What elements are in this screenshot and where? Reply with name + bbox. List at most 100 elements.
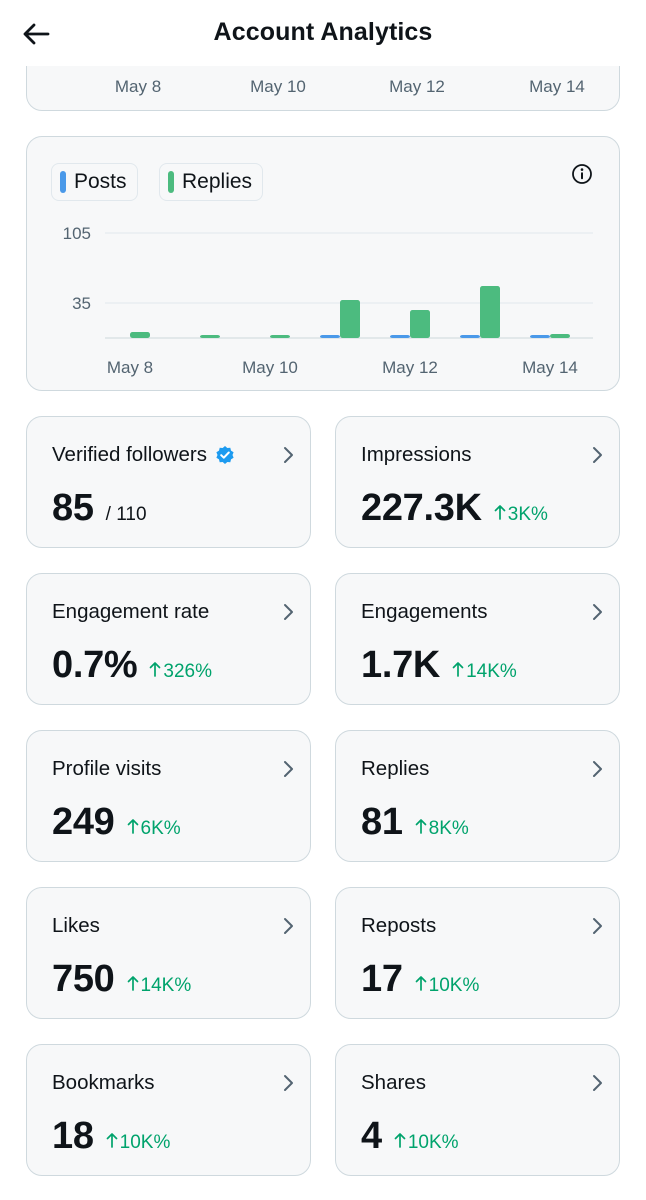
metric-value: 81 (361, 801, 403, 843)
metric-change-value: 10K% (119, 1132, 171, 1153)
metric-label: Replies (361, 757, 430, 780)
legend-label: Posts (74, 170, 127, 193)
metric-value-row: 750 14K% (52, 958, 191, 1001)
metric-value: 17 (361, 958, 403, 1000)
metric-value: 249 (52, 801, 115, 843)
metric-change: 8K% (415, 818, 469, 840)
arrow-up-icon (150, 662, 161, 677)
metric-card-verified-followers[interactable]: Verified followers 85 / 110 (26, 416, 311, 548)
bar-replies (480, 286, 500, 338)
arrow-left-icon (23, 23, 50, 45)
metric-card-profile-visits[interactable]: Profile visits 249 6K% (26, 730, 311, 862)
bar-posts (460, 335, 480, 338)
bar-replies (340, 300, 360, 338)
metric-value: 0.7% (52, 644, 138, 686)
chevron-right-icon (284, 761, 293, 777)
metric-change: 326% (149, 661, 212, 683)
x-tick-label: May 10 (242, 358, 298, 377)
metric-change: 10K% (106, 1132, 171, 1154)
verified-badge-icon (216, 446, 234, 464)
chevron-right-icon (593, 604, 602, 620)
metric-value: 750 (52, 958, 115, 1000)
metric-label-row: Engagement rate (52, 600, 209, 624)
metric-card-likes[interactable]: Likes 750 14K% (26, 887, 311, 1019)
metric-change-value: 3K% (507, 504, 548, 525)
x-axis-label: May 12 (389, 77, 445, 96)
metric-label-row: Profile visits (52, 757, 161, 781)
x-tick-label: May 14 (522, 358, 578, 377)
metric-change-value: 14K% (466, 661, 517, 682)
metric-label-row: Shares (361, 1071, 426, 1095)
x-tick-label: May 12 (382, 358, 438, 377)
metric-label: Engagements (361, 600, 488, 623)
metric-label-row: Impressions (361, 443, 472, 467)
metric-value-row: 0.7% 326% (52, 644, 212, 687)
top-bar: Account Analytics (0, 0, 646, 66)
metric-label: Profile visits (52, 757, 162, 780)
metric-value-row: 249 6K% (52, 801, 181, 844)
legend-label: Replies (182, 170, 253, 193)
chevron-right-icon (284, 918, 293, 934)
back-button[interactable] (18, 16, 54, 52)
metric-value: 18 (52, 1115, 94, 1157)
chevron-right-icon (284, 1075, 293, 1091)
x-axis-label: May 10 (250, 77, 306, 96)
metric-card-bookmarks[interactable]: Bookmarks 18 10K% (26, 1044, 311, 1176)
metric-label-row: Bookmarks (52, 1071, 155, 1095)
metric-label: Shares (361, 1071, 426, 1094)
metric-change-value: 6K% (140, 818, 181, 839)
arrow-up-icon (127, 819, 138, 834)
chevron-right-icon (593, 761, 602, 777)
metric-label: Engagement rate (52, 600, 210, 623)
metric-change: 10K% (415, 975, 479, 997)
bar-posts (530, 335, 550, 338)
metric-value-row: 1.7K 14K% (361, 644, 517, 687)
bar-chart: 35 105 May 8 May 10 May 12 May 14 (63, 224, 593, 377)
metric-value: 227.3K (361, 487, 482, 529)
x-axis-label: May 8 (114, 77, 162, 96)
metric-card-impressions[interactable]: Impressions 227.3K 3K% (335, 416, 620, 548)
metric-value-row: 85 / 110 (52, 487, 147, 530)
metric-label: Reposts (361, 914, 437, 937)
chevron-right-icon (593, 918, 602, 934)
metric-value: 1.7K (361, 644, 441, 686)
metric-change-value: 10K% (407, 1132, 459, 1153)
metric-card-replies[interactable]: Replies 81 8K% (335, 730, 620, 862)
metric-card-engagements[interactable]: Engagements 1.7K 14K% (335, 573, 620, 705)
metric-label: Bookmarks (52, 1071, 155, 1094)
legend-posts[interactable]: Posts (51, 163, 138, 201)
metric-value-row: 4 10K% (361, 1115, 459, 1158)
chevron-right-icon (284, 604, 293, 620)
bar-replies (270, 335, 290, 338)
metric-label: Verified followers (52, 443, 207, 466)
x-axis-label: May 14 (529, 77, 585, 96)
metric-label-row: Likes (52, 914, 100, 938)
info-circle-icon (572, 164, 592, 184)
info-button[interactable] (569, 161, 595, 187)
metric-change: 14K% (452, 661, 517, 683)
metric-change: 6K% (127, 818, 181, 840)
metric-label: Likes (52, 914, 100, 937)
metric-card-shares[interactable]: Shares 4 10K% (335, 1044, 620, 1176)
metric-change: 3K% (494, 504, 548, 526)
bar-replies (130, 332, 150, 338)
legend-replies[interactable]: Replies (159, 163, 264, 201)
arrow-up-icon (452, 662, 464, 677)
metric-total: / 110 (105, 504, 147, 525)
metric-card-reposts[interactable]: Reposts 17 10K% (335, 887, 620, 1019)
arrow-up-icon (415, 976, 427, 991)
bar-replies (200, 335, 220, 338)
replies-swatch-icon (168, 171, 174, 193)
metric-value-row: 18 10K% (52, 1115, 170, 1158)
arrow-up-icon (106, 1133, 118, 1148)
bar-replies (410, 310, 430, 338)
chevron-right-icon (593, 447, 602, 463)
metric-change-value: 8K% (428, 818, 469, 839)
metric-change: 14K% (127, 975, 192, 997)
metric-label-row: Reposts (361, 914, 436, 938)
metric-card-engagement-rate[interactable]: Engagement rate 0.7% 326% (26, 573, 311, 705)
metric-change-value: 14K% (140, 975, 192, 996)
metric-label-row: Replies (361, 757, 429, 781)
metric-value-row: 17 10K% (361, 958, 479, 1001)
